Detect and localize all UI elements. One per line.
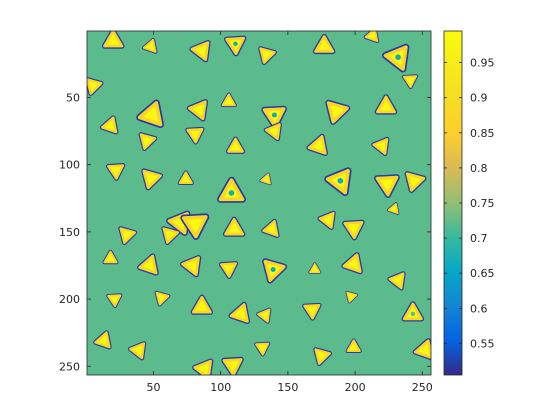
heatmap-blob [374,174,400,198]
x-tick-label: 100 [210,381,231,394]
colorbar-tick-label: 0.95 [470,57,495,70]
colorbar-tick-label: 0.9 [470,92,488,105]
heatmap-blob [141,168,164,191]
heatmap-blob [105,163,126,181]
colorbar-tick-label: 0.7 [470,232,488,245]
heatmap-blob [224,35,247,57]
y-tick-label: 250 [59,360,80,373]
heatmap-blob [412,338,431,361]
x-tick-label: 50 [147,381,161,394]
colorbar-tick-label: 0.6 [470,302,488,315]
heatmap-blob [401,74,419,90]
heatmap-blob [225,136,246,154]
heatmap-blob [258,46,277,66]
heatmap-axes: 50 100 150 200 250 50 100 150 200 250 [59,30,433,394]
heatmap-blob [154,290,171,307]
heatmap-blob [254,341,271,357]
heatmap-blob [177,170,194,185]
heatmap-blob [261,218,280,238]
heatmap-blob [341,252,363,275]
heatmap-blob [308,262,322,274]
heatmap-blob [345,338,362,353]
heatmap-blob [118,226,138,246]
heatmap-blob [185,126,205,145]
heatmap-blob [141,37,158,54]
heatmap-blob [404,171,427,193]
heatmap-blob [192,358,214,375]
heatmap-blob [374,94,398,115]
heatmap-blob [363,31,380,43]
y-axis: 50 100 150 200 250 [59,92,431,373]
heatmap-blob [317,210,336,230]
heatmap-blob [190,294,214,315]
heatmap-blobs [87,31,431,375]
heatmap-blob [401,301,425,322]
heatmap-blob [371,136,390,157]
colorbar-tick-label: 0.65 [470,267,495,280]
y-tick-label: 200 [59,293,80,306]
heatmap-blob [313,347,333,367]
heatmap-blob [345,290,359,304]
heatmap-blob [101,31,125,49]
heatmap-blob [387,271,406,291]
heatmap-blob [324,167,352,197]
heatmap-background [87,31,431,375]
x-axis: 50 100 150 200 250 [147,31,433,394]
heatmap-blob [228,301,251,324]
colorbar-tick-label: 0.75 [470,197,495,210]
heatmap-blob [180,255,202,278]
heatmap-blob [220,92,237,108]
colorbar-tick-label: 0.55 [470,337,495,350]
y-tick-label: 50 [66,92,80,105]
axes-frame [86,30,432,376]
heatmap-blob [302,302,322,321]
heatmap-blob [189,40,211,63]
heatmap-blob [382,43,410,73]
colorbar: 0.55 0.6 0.65 0.7 0.75 0.8 0.85 0.9 0.95 [443,30,495,376]
heatmap-blob [261,105,287,130]
heatmap-blob [161,226,181,246]
heatmap-blob [306,133,328,156]
heatmap-blob [137,253,159,276]
heatmap-blob [312,33,336,55]
colorbar-ticks: 0.55 0.6 0.65 0.7 0.75 0.8 0.85 0.9 0.95 [444,57,495,350]
heatmap-blob [180,213,210,240]
heatmap-blob [186,99,208,122]
heatmap-blob [127,341,147,361]
heatmap-blob [263,122,282,142]
colorbar-scale [444,31,462,375]
y-tick-label: 100 [59,159,80,172]
x-tick-label: 200 [345,381,366,394]
heatmap-blob [222,216,246,237]
y-tick-label: 150 [59,226,80,239]
x-tick-label: 250 [412,381,433,394]
heatmap-blob [102,249,119,265]
heatmap-blob [93,330,112,350]
heatmap-blob [325,99,351,125]
heatmap-blob [217,176,246,203]
heatmap-blob [221,356,244,375]
heatmap-blob [259,172,272,186]
heatmap-blob [106,293,123,309]
colorbar-tick-label: 0.8 [470,162,488,175]
heatmap-blob [87,77,104,96]
heatmap-blob [218,261,239,279]
x-tick-label: 150 [277,381,298,394]
heatmap-blob [99,115,119,135]
heatmap-blob [342,219,365,241]
colorbar-tick-label: 0.85 [470,127,495,140]
heatmap-blob [386,202,400,215]
heatmap-blob [138,132,158,152]
heatmap-blob [256,307,272,324]
heatmap-blob [136,99,164,129]
heatmap-blob [262,258,288,284]
